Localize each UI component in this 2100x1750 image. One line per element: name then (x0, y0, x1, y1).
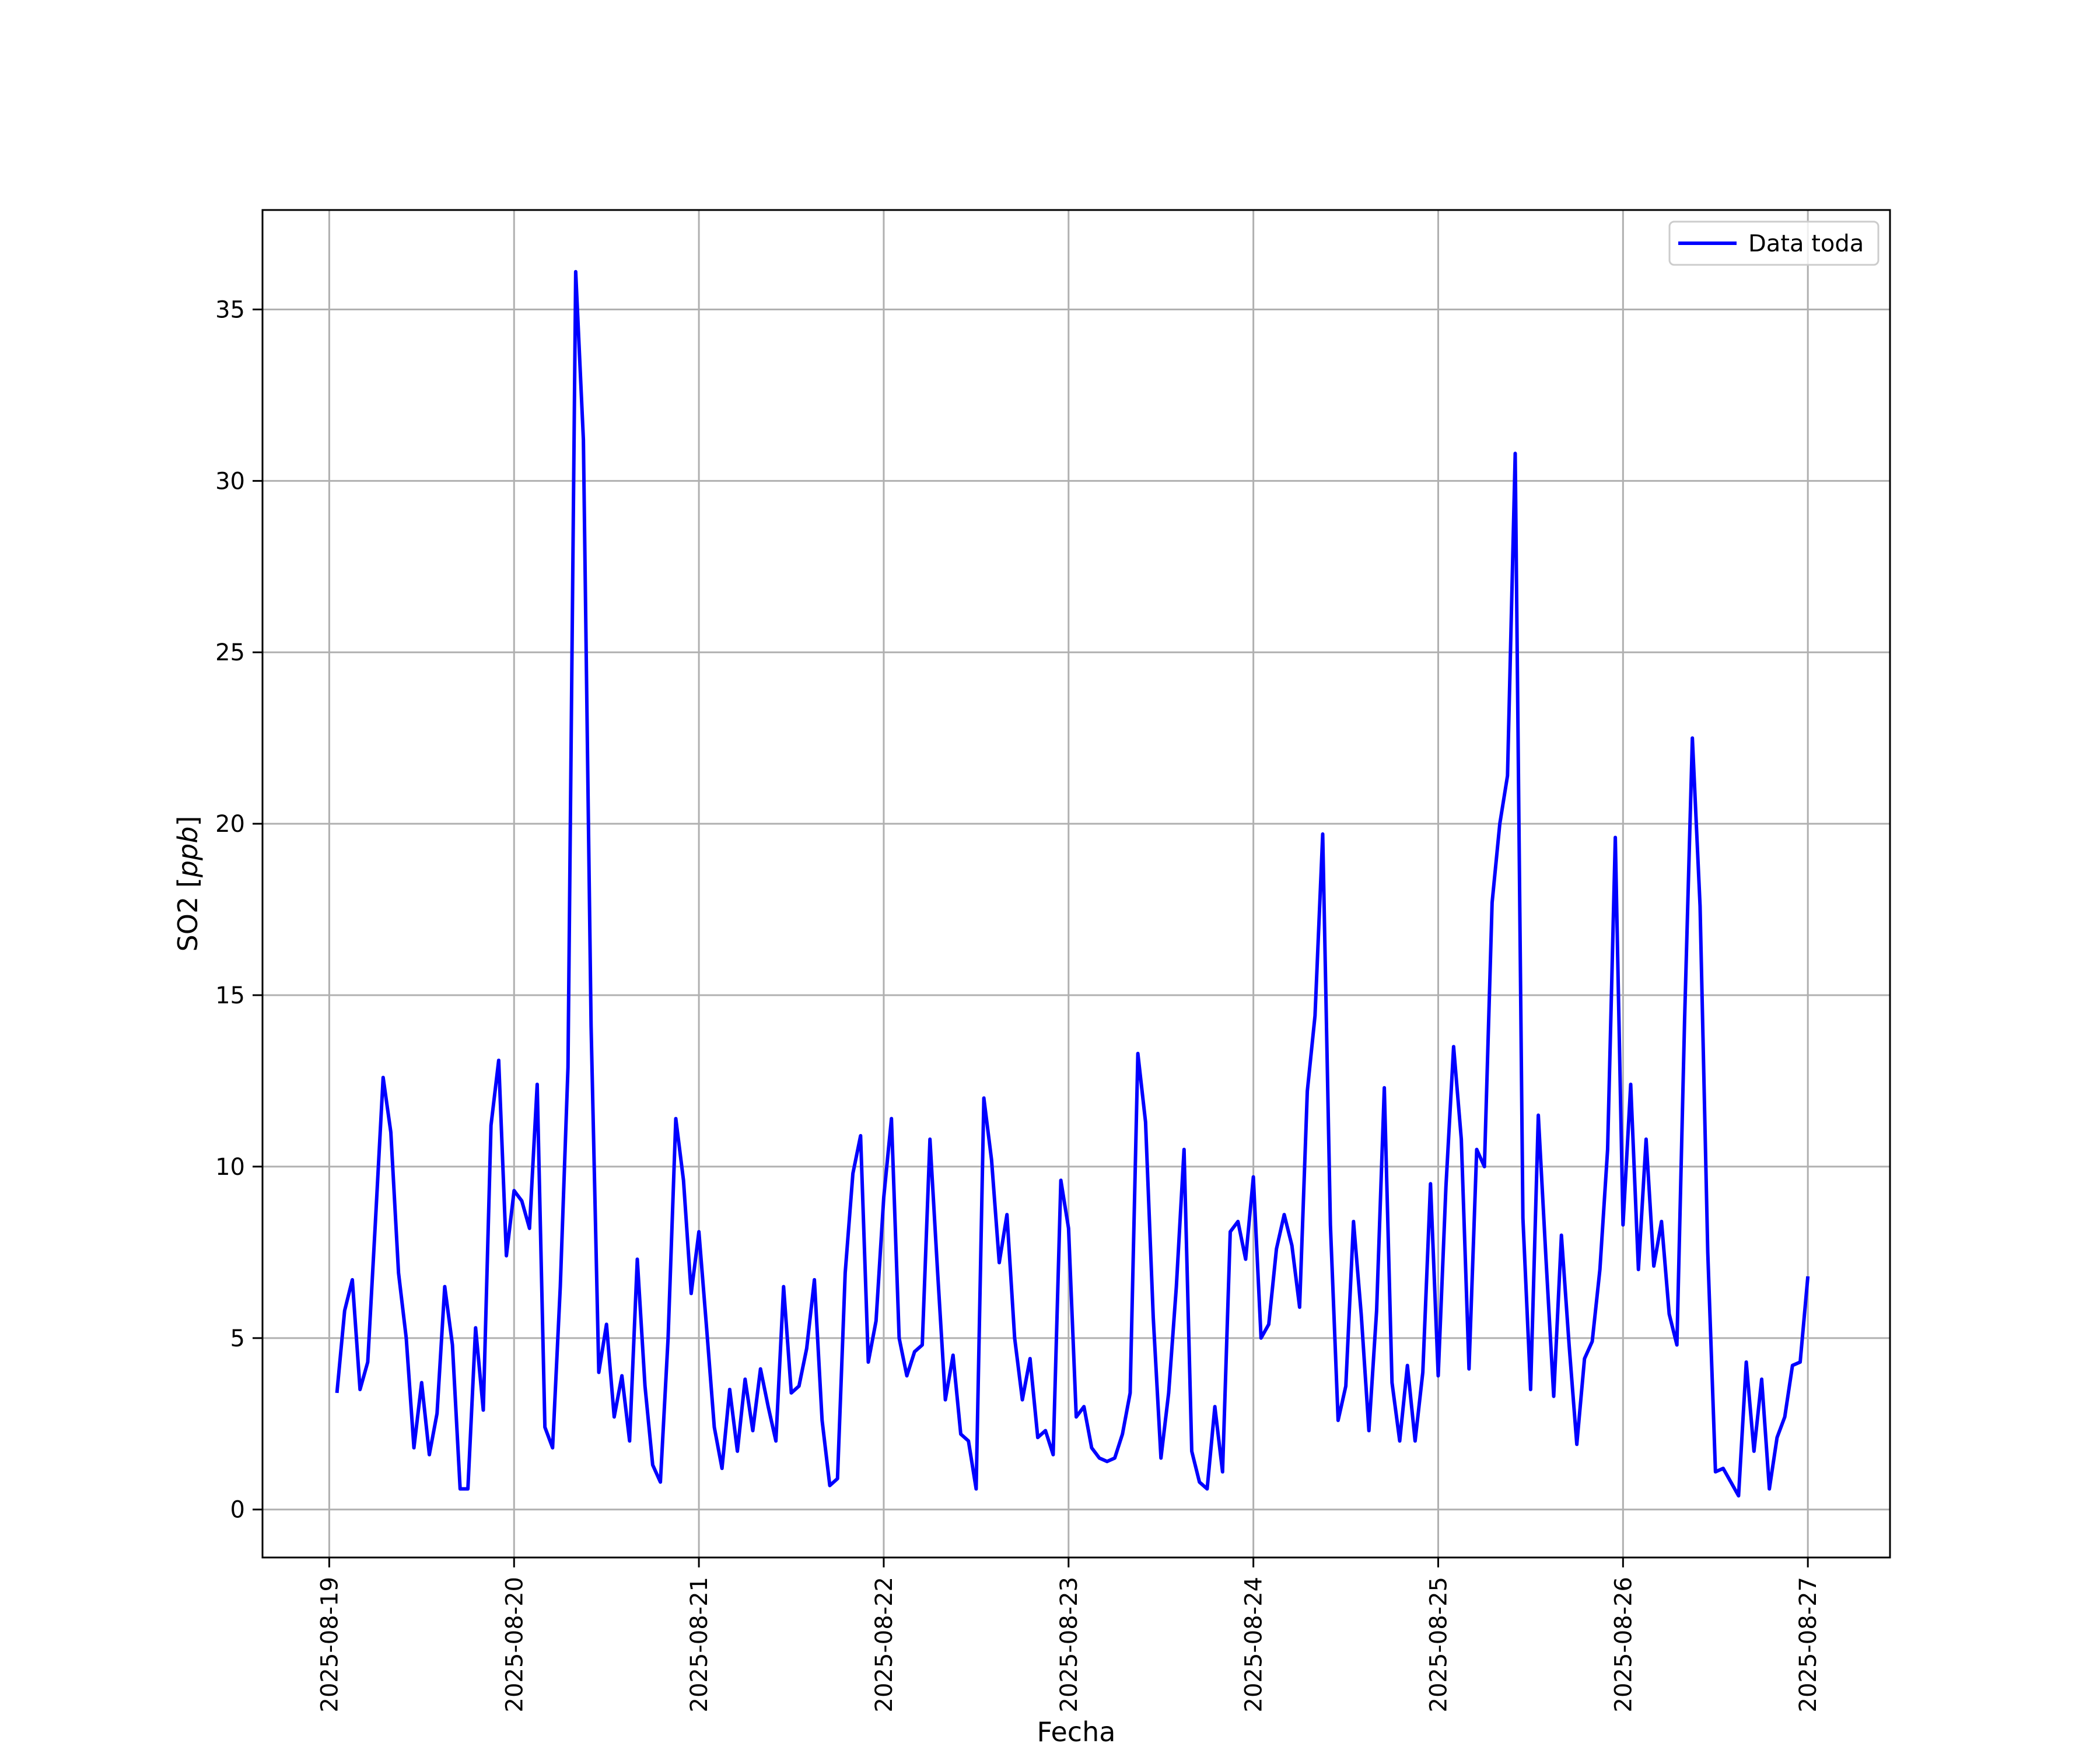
series-line-data-toda (335, 270, 1810, 1498)
y-tick-label: 25 (215, 639, 245, 666)
x-tick-label: 2025-08-22 (871, 1577, 898, 1712)
legend-box (1668, 220, 1880, 266)
x-tick-label: 2025-08-27 (1795, 1577, 1822, 1712)
x-tick-label: 2025-08-26 (1610, 1577, 1637, 1712)
y-tick-label: 15 (215, 982, 245, 1009)
x-tick-label: 2025-08-25 (1425, 1577, 1452, 1712)
y-tick-label: 20 (215, 811, 245, 838)
legend-label: Data toda (1748, 230, 1864, 257)
y-tick-label: 35 (215, 296, 245, 323)
series-layer (335, 270, 1810, 1498)
y-axis-label: SO2 [ppb] (172, 816, 204, 952)
y-axis-label-text: SO2 [ (172, 877, 204, 951)
y-tick-label: 30 (215, 468, 245, 495)
y-tick-label: 0 (230, 1497, 245, 1524)
y-tick-label: 5 (230, 1325, 245, 1352)
x-tick-label: 2025-08-23 (1056, 1577, 1083, 1712)
y-tick-label: 10 (215, 1154, 245, 1181)
x-tick-label: 2025-08-20 (501, 1577, 528, 1712)
x-tick-label: 2025-08-21 (686, 1577, 713, 1712)
x-tick-label: 2025-08-24 (1241, 1577, 1268, 1712)
plot-frame (261, 209, 1891, 1559)
ticks: 2025-08-19 2025-08-20 2025-08-21 2025-08-22… (215, 296, 1822, 1712)
legend: Data toda (1668, 220, 1880, 266)
grid (262, 210, 1890, 1558)
x-tick-label: 2025-08-19 (316, 1577, 343, 1712)
x-axis-label: Fecha (1037, 1716, 1116, 1748)
y-axis-label-unit: ppb (172, 827, 204, 878)
y-axis-label-close: ] (172, 816, 204, 827)
